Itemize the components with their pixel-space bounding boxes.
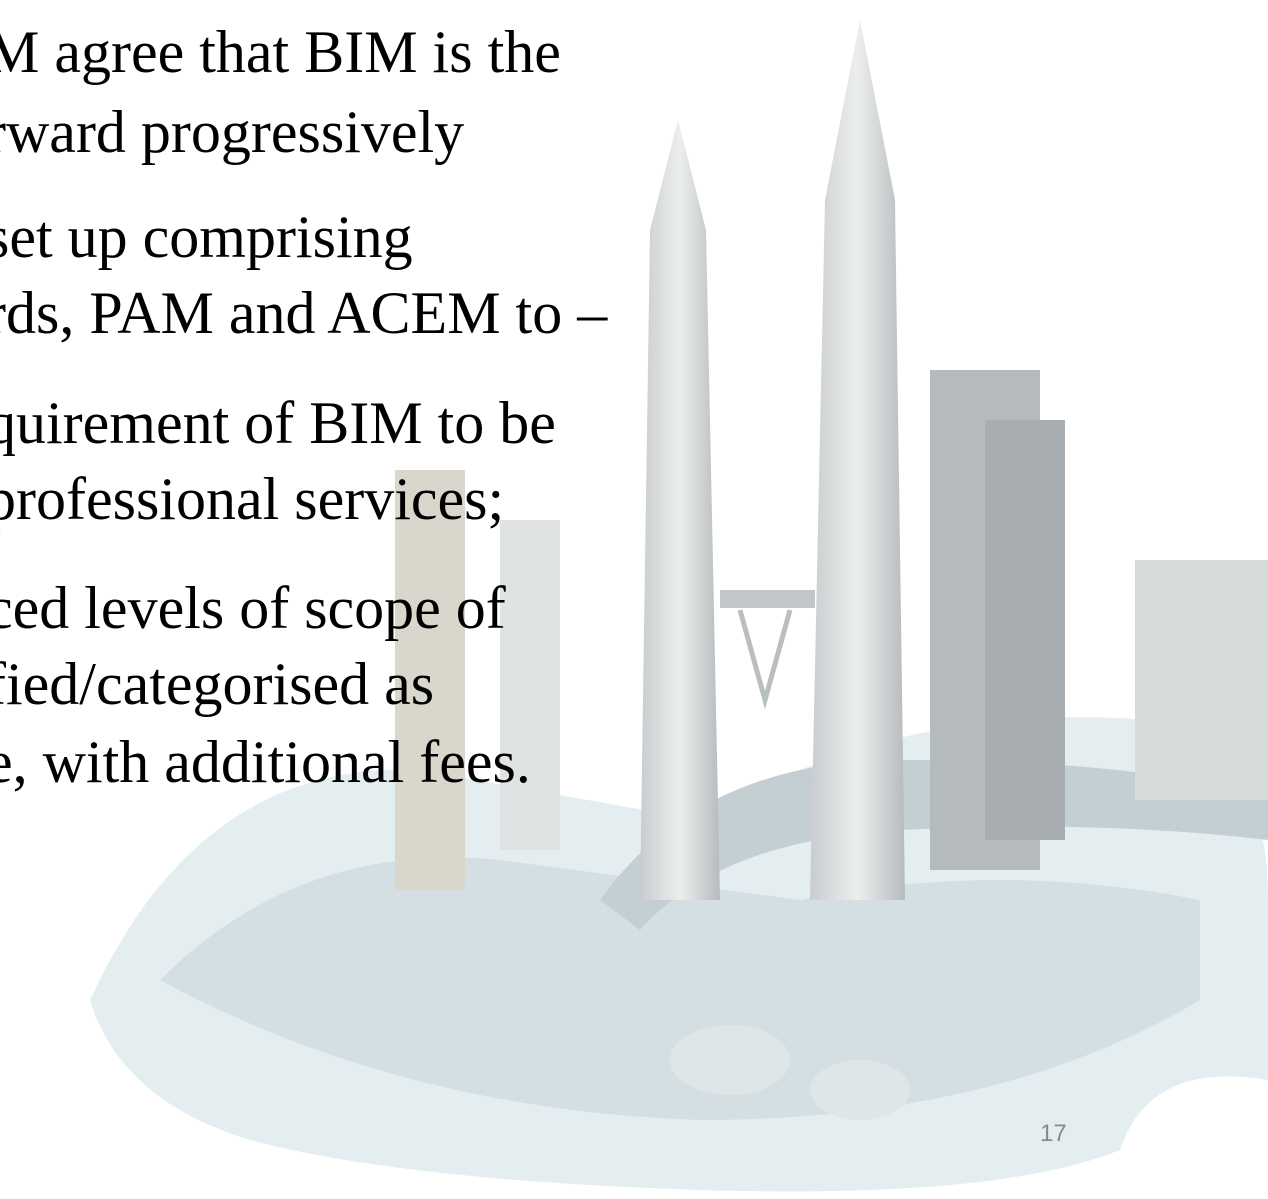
text-line: e, with additional fees. (0, 729, 531, 795)
text-line: M agree that BIM is the (0, 19, 561, 85)
text-line: rward progressively (0, 99, 465, 165)
text-line: quirement of BIM to be (0, 390, 556, 456)
text-line: set up comprising (0, 204, 413, 270)
text-line: fied/categorised as (0, 651, 435, 717)
text-line: professional services; (0, 466, 505, 532)
page-number: 17 (1040, 1120, 1067, 1147)
text-line: rds, PAM and ACEM to – (0, 280, 608, 346)
text-line: ced levels of scope of (0, 575, 506, 641)
